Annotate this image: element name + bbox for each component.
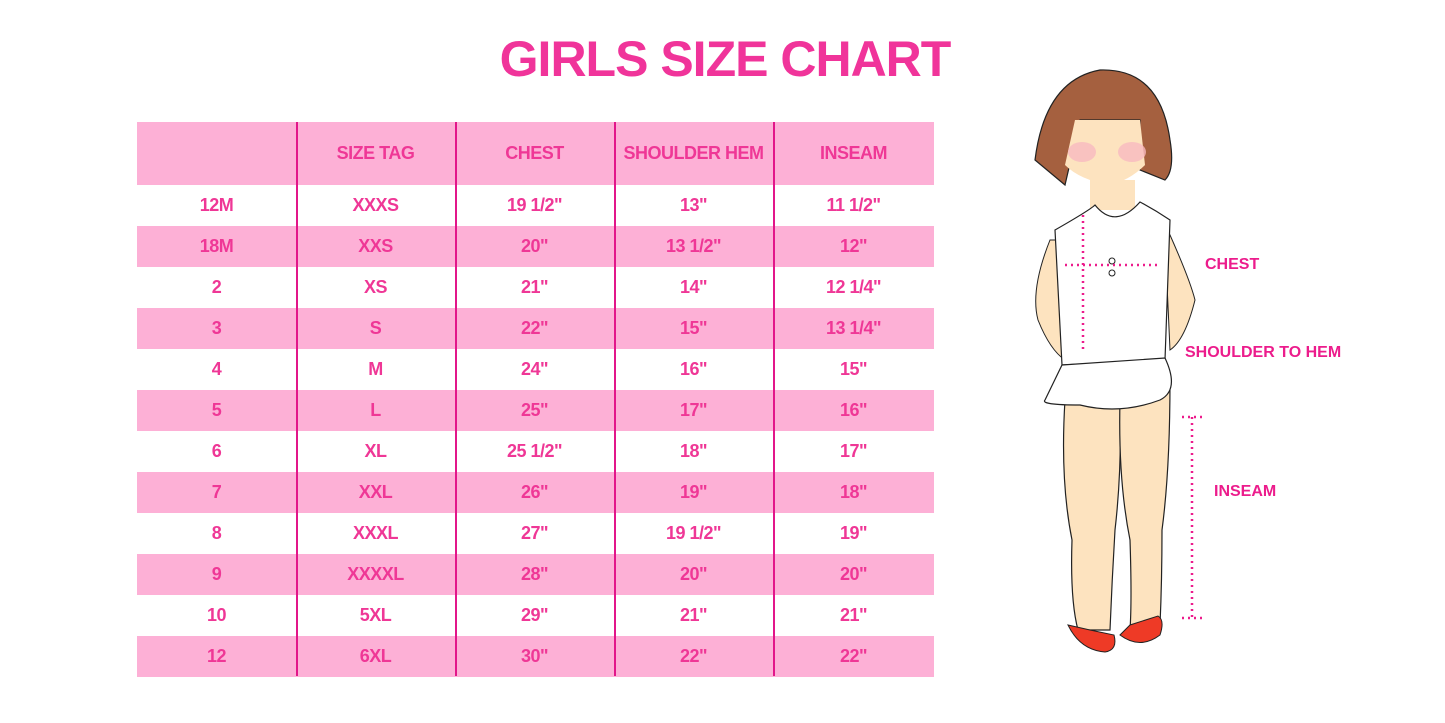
table-cell: 12": [839, 236, 868, 256]
table-cell: 16": [839, 400, 868, 420]
table-cell: 21": [679, 605, 708, 625]
table-cell: L: [370, 400, 381, 420]
table-cell: 27": [520, 523, 549, 543]
column-divider: [296, 122, 298, 676]
table-row: 12M XXXS 19 1/2" 13" 11 1/2": [137, 185, 934, 226]
table-cell: 6XL: [359, 646, 392, 666]
table-cell: 17": [839, 441, 868, 461]
table-cell: 5: [211, 400, 222, 420]
table-cell: XXL: [358, 482, 393, 502]
table-row: 8 XXXL 27" 19 1/2" 19": [137, 513, 934, 554]
table-cell: 18": [679, 441, 708, 461]
table-cell: 13 1/4": [825, 318, 882, 338]
table-cell: 12: [206, 646, 227, 666]
table-row: 12 6XL 30" 22" 22": [137, 636, 934, 677]
table-cell: XS: [363, 277, 388, 297]
column-divider: [773, 122, 775, 676]
column-divider: [614, 122, 616, 676]
chest-label: CHEST: [1205, 256, 1260, 273]
table-cell: 15": [679, 318, 708, 338]
table-cell: 15": [839, 359, 868, 379]
table-row: 6 XL 25 1/2" 18" 17": [137, 431, 934, 472]
table-cell: 19": [679, 482, 708, 502]
table-cell: 28": [520, 564, 549, 584]
table-row: 18M XXS 20" 13 1/2" 12": [137, 226, 934, 267]
table-cell: 22": [520, 318, 549, 338]
table-cell: 26": [520, 482, 549, 502]
table-cell: S: [369, 318, 382, 338]
table-row: 9 XXXXL 28" 20" 20": [137, 554, 934, 595]
header-cell: SIZE TAG: [336, 143, 415, 163]
table-cell: XXS: [358, 236, 393, 256]
table-row: 5 L 25" 17" 16": [137, 390, 934, 431]
table-row: 7 XXL 26" 19" 18": [137, 472, 934, 513]
table-cell: 3: [211, 318, 222, 338]
table-cell: 19": [839, 523, 868, 543]
table-cell: 21": [839, 605, 868, 625]
table-cell: 20": [839, 564, 868, 584]
table-cell: 29": [520, 605, 549, 625]
page-title: GIRLS SIZE CHART: [499, 31, 952, 87]
table-cell: 13 1/2": [665, 236, 722, 256]
table-cell: 20": [679, 564, 708, 584]
table-cell: 5XL: [359, 605, 392, 625]
table-cell: 11 1/2": [826, 195, 881, 215]
table-header: SIZE TAG CHEST SHOULDER HEM INSEAM: [137, 122, 934, 185]
table-cell: 25": [520, 400, 549, 420]
table-row: 10 5XL 29" 21" 21": [137, 595, 934, 636]
table-cell: 16": [679, 359, 708, 379]
table-cell: 18M: [199, 236, 234, 256]
table-cell: XXXS: [352, 195, 399, 215]
table-row: 2 XS 21" 14" 12 1/4": [137, 267, 934, 308]
header-cell: [137, 122, 296, 185]
header-cell: INSEAM: [819, 143, 888, 163]
girl-illustration: CHEST SHOULDER TO HEM INSEAM: [1020, 60, 1380, 675]
table-cell: M: [368, 359, 383, 379]
table-cell: 21": [520, 277, 549, 297]
table-cell: 25 1/2": [506, 441, 563, 461]
table-cell: XL: [364, 441, 387, 461]
table-cell: 22": [839, 646, 868, 666]
table-cell: XXXL: [352, 523, 399, 543]
table-cell: 30": [520, 646, 549, 666]
table-cell: 22": [679, 646, 708, 666]
table-cell: XXXXL: [347, 564, 404, 584]
table-cell: 19 1/2": [665, 523, 722, 543]
table-cell: 14": [679, 277, 708, 297]
table-cell: 19 1/2": [506, 195, 563, 215]
table-cell: 7: [211, 482, 222, 502]
table-cell: 8: [211, 523, 222, 543]
table-cell: 18": [839, 482, 868, 502]
table-cell: 20": [520, 236, 549, 256]
table-cell: 17": [679, 400, 708, 420]
table-cell: 9: [211, 564, 222, 584]
size-table: SIZE TAG CHEST SHOULDER HEM INSEAM 12M XX…: [137, 122, 934, 677]
table-cell: 10: [206, 605, 227, 625]
column-divider: [455, 122, 457, 676]
header-cell: SHOULDER HEM: [623, 143, 764, 163]
inseam-label: INSEAM: [1214, 483, 1277, 500]
table-cell: 6: [211, 441, 222, 461]
table-cell: 4: [211, 359, 222, 379]
table-cell: 13": [679, 195, 708, 215]
table-row: 4 M 24" 16" 15": [137, 349, 934, 390]
table-row: 3 S 22" 15" 13 1/4": [137, 308, 934, 349]
shoulder-to-hem-label: SHOULDER TO HEM: [1185, 344, 1342, 361]
table-cell: 12 1/4": [825, 277, 882, 297]
table-cell: 2: [211, 277, 222, 297]
table-cell: 24": [520, 359, 549, 379]
table-cell: 12M: [199, 195, 234, 215]
header-cell: CHEST: [505, 143, 564, 163]
